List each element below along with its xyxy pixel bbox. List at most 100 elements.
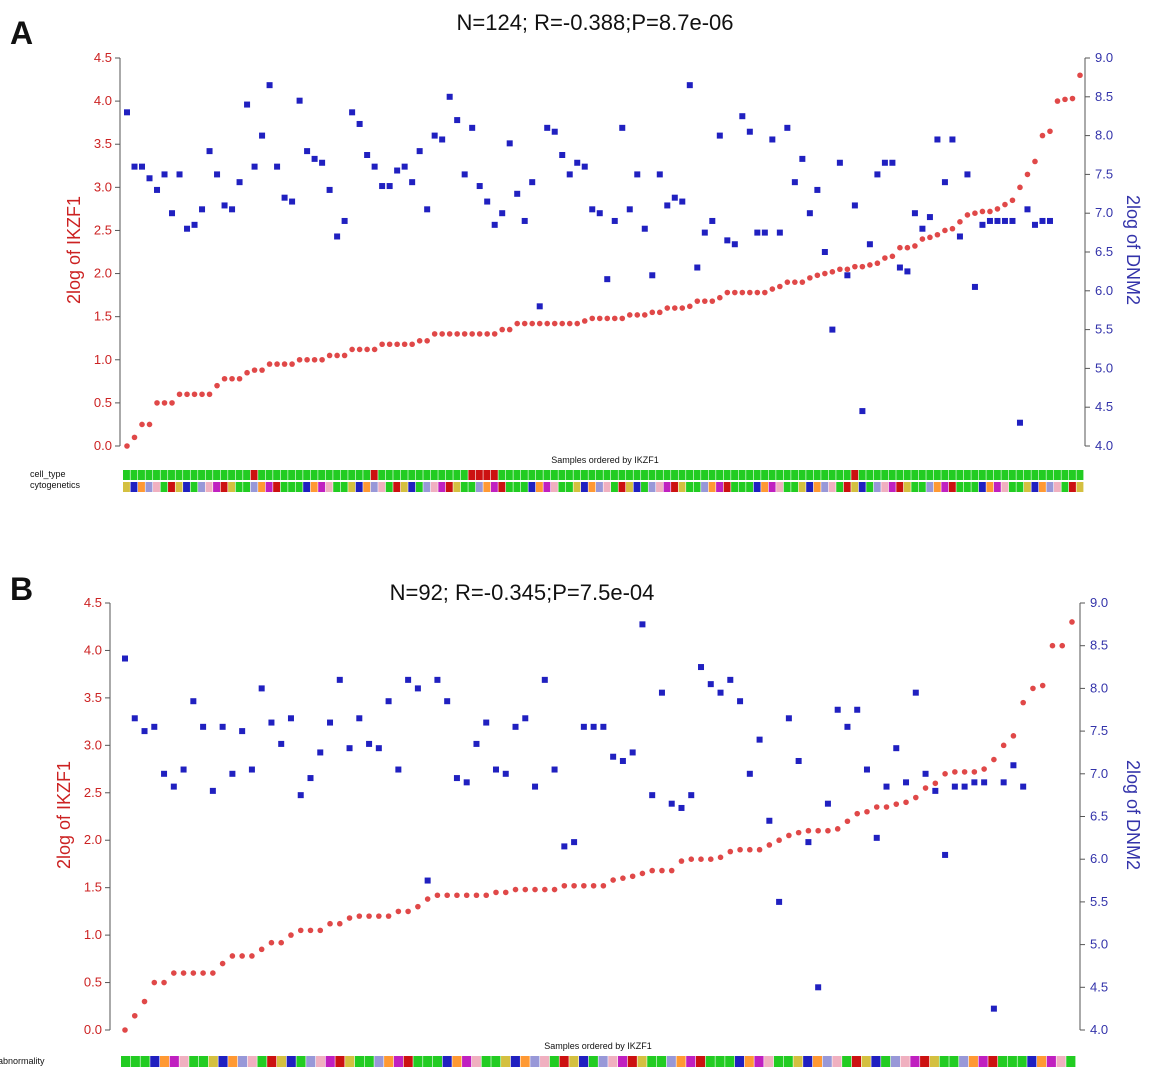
ikzf1-point xyxy=(717,854,724,861)
track-cell xyxy=(423,482,431,492)
dnm2-point xyxy=(364,152,371,158)
ikzf1-point xyxy=(867,262,873,268)
track-cell xyxy=(686,1056,696,1067)
track-cell xyxy=(858,482,866,492)
track-cell xyxy=(641,470,648,480)
track-cell xyxy=(265,470,273,480)
track-cell xyxy=(569,1056,579,1067)
track-cell xyxy=(949,1056,959,1067)
panel-letter: B xyxy=(10,571,33,607)
track-cell xyxy=(744,1056,754,1067)
ikzf1-point xyxy=(307,927,314,934)
track-cell xyxy=(393,1056,404,1067)
ikzf1-point xyxy=(386,341,393,348)
track-cell xyxy=(183,470,190,480)
dnm2-point xyxy=(346,745,353,752)
y-tick-label-right: 7.5 xyxy=(1095,166,1113,181)
track-cell xyxy=(558,482,566,492)
track-cell xyxy=(926,470,934,480)
track-cell xyxy=(565,482,573,492)
track-cell xyxy=(490,470,498,480)
ikzf1-point xyxy=(756,846,763,853)
ikzf1-point xyxy=(889,253,896,260)
track-cell xyxy=(903,482,911,492)
track-cell xyxy=(588,482,596,492)
dnm2-point xyxy=(581,163,588,170)
dnm2-point xyxy=(805,839,812,846)
dnm2-point xyxy=(866,241,873,248)
track-cell xyxy=(145,482,153,492)
dnm2-point xyxy=(386,183,393,190)
dnm2-point xyxy=(379,183,386,190)
ikzf1-point xyxy=(747,846,753,853)
dnm2-point xyxy=(469,124,476,131)
track-cell xyxy=(1038,470,1046,480)
ikzf1-point xyxy=(590,882,597,889)
track-cell xyxy=(168,470,175,480)
ikzf1-point xyxy=(611,315,618,322)
track-cell xyxy=(198,482,205,492)
dnm2-point xyxy=(611,217,618,224)
track-cell xyxy=(608,1056,618,1067)
dnm2-point xyxy=(244,101,251,108)
track-cell xyxy=(963,482,971,492)
track-cell xyxy=(731,482,739,492)
track-cell xyxy=(535,482,543,492)
dnm2-point xyxy=(815,984,822,991)
ikzf1-point xyxy=(334,352,340,359)
track-cell xyxy=(348,482,356,492)
track-cell xyxy=(822,1056,832,1067)
track-cell xyxy=(948,482,956,492)
dnm2-point xyxy=(806,210,813,217)
ikzf1-point xyxy=(934,231,941,238)
track-cell xyxy=(746,482,754,492)
ikzf1-point xyxy=(258,946,265,953)
track-cell xyxy=(355,482,363,492)
dnm2-point xyxy=(287,715,294,722)
ikzf1-point xyxy=(297,927,304,934)
dnm2-point xyxy=(356,715,363,722)
track-cell xyxy=(861,1056,871,1067)
dnm2-point xyxy=(124,109,130,116)
ikzf1-point xyxy=(919,236,926,242)
dnm2-point xyxy=(394,167,401,174)
y-tick-label-right: 6.5 xyxy=(1095,244,1113,259)
track-cell xyxy=(501,1056,511,1067)
track-cell xyxy=(573,470,581,480)
track-cell xyxy=(978,482,986,492)
ikzf1-point xyxy=(200,970,206,976)
track-cell xyxy=(618,482,626,492)
track-cell xyxy=(678,482,686,492)
track-cell xyxy=(286,1056,296,1067)
track-cell xyxy=(520,1056,530,1067)
dnm2-point xyxy=(278,740,285,747)
track-cell xyxy=(986,470,994,480)
dnm2-point xyxy=(483,719,490,726)
x-axis-label: Samples ordered by IKZF1 xyxy=(544,1041,652,1051)
dnm2-point xyxy=(912,689,919,696)
ikzf1-point xyxy=(912,243,918,249)
track-cell xyxy=(791,470,799,480)
track-cell xyxy=(776,470,784,480)
ikzf1-point xyxy=(1000,742,1007,749)
track-cell xyxy=(746,470,754,480)
ikzf1-point xyxy=(762,289,768,296)
dnm2-point xyxy=(776,229,783,236)
track-cell xyxy=(676,1056,686,1067)
track-cell xyxy=(603,470,611,480)
dnm2-point xyxy=(131,163,138,170)
ikzf1-point xyxy=(1077,72,1083,79)
ikzf1-point xyxy=(814,272,821,279)
dnm2-point xyxy=(889,159,896,166)
track-cell xyxy=(595,470,603,480)
y-tick-label-right: 9.0 xyxy=(1090,595,1108,610)
ikzf1-point xyxy=(727,848,734,855)
track-cell xyxy=(708,482,716,492)
ikzf1-point xyxy=(1069,95,1076,102)
ikzf1-point xyxy=(473,892,480,899)
ikzf1-point xyxy=(161,400,168,406)
ikzf1-point xyxy=(288,932,294,938)
dnm2-point xyxy=(375,745,382,752)
track-cell xyxy=(1046,1056,1056,1067)
track-cell xyxy=(911,482,919,492)
